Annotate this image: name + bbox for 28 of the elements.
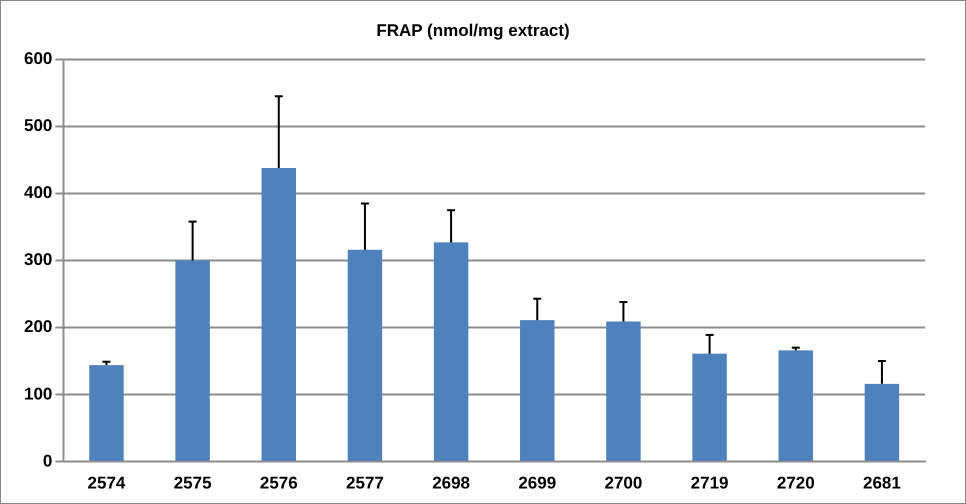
x-tick-label: 2698 [432,473,470,492]
bar [262,168,296,461]
y-tick-label: 500 [24,116,52,136]
bar [89,365,124,461]
bar [606,322,641,461]
bar [778,350,813,461]
x-tick-label: 2719 [690,473,729,492]
y-tick-label: 400 [24,183,52,202]
bar [692,354,727,461]
y-tick-label: 200 [24,317,52,336]
chart-title: FRAP (nmol/mg extract) [376,20,570,40]
x-tick-label: 2720 [776,473,815,492]
bar [520,320,554,461]
x-tick-label: 2575 [174,473,212,492]
y-tick-label: 100 [24,384,52,404]
bar [434,242,468,461]
x-tick-label: 2681 [863,473,901,492]
x-tick-label: 2699 [518,473,556,492]
x-tick-label: 2577 [346,473,384,492]
bar [348,250,382,461]
y-tick-label: 600 [24,49,52,68]
x-tick-label: 2700 [604,473,642,492]
bar [175,260,210,461]
x-tick-label: 2576 [260,473,298,492]
x-tick-label: 2574 [88,473,126,492]
y-tick-label: 300 [24,250,52,270]
bar [864,384,900,461]
y-tick-label: 0 [42,451,52,470]
